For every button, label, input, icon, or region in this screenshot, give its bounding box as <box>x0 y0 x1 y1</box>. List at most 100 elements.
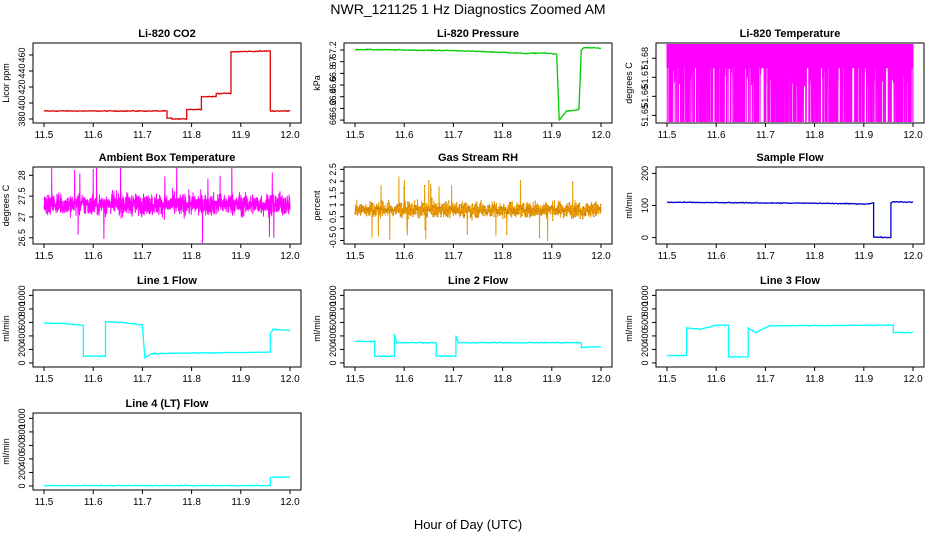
data-point <box>403 186 405 189</box>
data-point <box>487 206 490 208</box>
data-point <box>482 214 484 217</box>
data-point <box>418 208 420 211</box>
data-point <box>423 185 426 187</box>
data-point <box>551 206 553 208</box>
data-point <box>375 204 378 206</box>
data-point <box>565 214 567 216</box>
data-point <box>447 216 449 218</box>
data-point <box>580 209 582 212</box>
x-tick-label: 11.6 <box>395 130 414 141</box>
data-point <box>431 205 434 207</box>
data-point <box>575 213 578 216</box>
data-point <box>535 210 537 213</box>
data-point <box>592 206 594 208</box>
data-point <box>479 203 482 205</box>
panel-title: Li-820 CO2 <box>138 28 195 40</box>
data-point <box>565 206 568 208</box>
data-point <box>573 208 575 210</box>
data-point <box>389 238 391 240</box>
data-point <box>376 207 378 210</box>
data-point <box>598 207 601 209</box>
data-point <box>550 205 553 207</box>
data-point <box>474 205 476 207</box>
y-tick-label: 67.2 <box>328 41 338 59</box>
x-tick-label: 11.8 <box>805 374 824 385</box>
data-point <box>537 210 540 212</box>
y-tick-label: 100 <box>640 198 650 213</box>
data-point <box>463 203 465 205</box>
data-point <box>409 210 412 212</box>
data-point <box>542 212 544 214</box>
data-point <box>367 208 369 210</box>
data-point <box>383 210 386 212</box>
data-point <box>531 215 533 217</box>
panel-line-2-flow: Line 2 Flow ml/min 11.5 11.6 11.7 11.8 11.9 12.… <box>312 275 613 385</box>
data-point <box>460 207 463 209</box>
plot-frame <box>32 289 302 368</box>
data-point <box>588 210 591 212</box>
data-point <box>373 210 375 212</box>
x-tick-label: 11.7 <box>444 251 463 262</box>
data-point <box>560 212 563 215</box>
y-axis-label: Licor ppm <box>1 63 11 103</box>
data-point <box>456 209 458 211</box>
series-line <box>44 49 291 121</box>
x-tick-label: 11.9 <box>542 374 561 385</box>
panel-line-4-lt-flow: Line 4 (LT) Flow ml/min 11.5 11.6 11.7 11.8 11… <box>1 398 302 508</box>
data-point <box>443 203 445 205</box>
x-tick-label: 11.5 <box>658 374 677 385</box>
y-tick-label: 66.6 <box>328 76 338 94</box>
x-tick-label: 11.8 <box>805 130 824 141</box>
data-point <box>394 213 397 215</box>
data-point <box>488 210 490 212</box>
data-point <box>467 207 469 209</box>
panel-li-820-temperature: Li-820 Temperature degrees C 11.5 11.6 11.7 1… <box>624 28 925 141</box>
x-tick-label: 11.6 <box>395 374 414 385</box>
data-point <box>549 212 552 215</box>
data-point <box>432 206 434 208</box>
data-point <box>546 209 549 211</box>
data-point <box>535 204 537 206</box>
plot-frame <box>32 412 302 491</box>
data-point <box>566 209 569 211</box>
data-point <box>529 205 531 208</box>
data-point <box>444 209 446 212</box>
y-tick-label: 0 <box>328 360 338 365</box>
data-point <box>367 209 369 212</box>
data-point <box>593 215 595 218</box>
plot-frame <box>343 289 613 368</box>
data-point <box>458 204 461 206</box>
data-point <box>554 209 556 211</box>
data-point <box>568 202 571 204</box>
data-point <box>533 213 535 215</box>
data-point <box>422 210 425 213</box>
y-tick-label: 400 <box>17 95 27 110</box>
data-point <box>410 214 412 217</box>
data-point <box>368 207 370 209</box>
data-point <box>388 200 390 202</box>
x-tick-label: 11.6 <box>707 251 726 262</box>
data-point <box>462 206 465 208</box>
data-point <box>536 207 538 210</box>
data-point <box>469 216 472 219</box>
data-point <box>381 214 384 216</box>
data-point <box>411 204 413 207</box>
x-tick-label: 11.8 <box>182 251 201 262</box>
data-point <box>427 208 429 210</box>
data-point <box>356 213 359 215</box>
data-point <box>499 212 502 215</box>
data-point <box>512 212 514 214</box>
x-tick-label: 11.7 <box>133 374 152 385</box>
data-point <box>562 207 564 209</box>
data-point <box>480 200 482 202</box>
panel-title: Line 2 Flow <box>448 275 508 287</box>
data-point <box>563 211 565 213</box>
data-point <box>555 207 558 210</box>
x-tick-label: 11.8 <box>182 497 201 508</box>
y-axis-label: degrees C <box>1 184 11 226</box>
x-tick-label: 11.9 <box>231 130 250 141</box>
data-point <box>506 233 508 235</box>
x-tick-label: 11.6 <box>84 130 103 141</box>
y-tick-label: 800 <box>640 301 650 316</box>
data-point <box>524 209 526 211</box>
